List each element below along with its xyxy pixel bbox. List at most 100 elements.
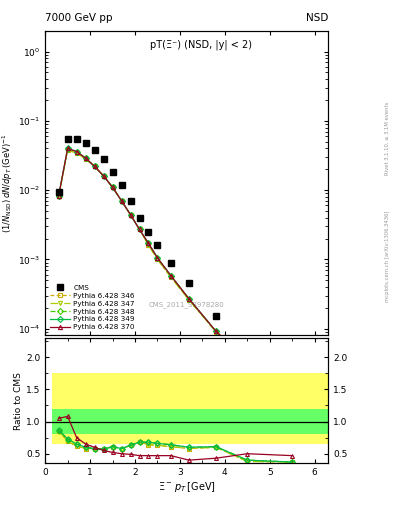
CMS — [110, 169, 115, 176]
Pythia 6.428 370 — [155, 255, 160, 261]
Pythia 6.428 346 — [146, 242, 151, 248]
Pythia 6.428 370 — [213, 328, 218, 334]
Pythia 6.428 349 — [92, 163, 97, 169]
CMS — [169, 260, 173, 266]
CMS — [213, 313, 218, 319]
Pythia 6.428 370 — [119, 198, 124, 204]
Pythia 6.428 346 — [137, 226, 142, 232]
Pythia 6.428 370 — [74, 148, 79, 155]
Pythia 6.428 348 — [92, 163, 97, 169]
Pythia 6.428 346 — [169, 274, 173, 281]
CMS — [137, 215, 142, 221]
Pythia 6.428 346 — [101, 173, 106, 179]
Pythia 6.428 348 — [245, 358, 250, 364]
Pythia 6.428 346 — [83, 156, 88, 162]
Pythia 6.428 349 — [110, 184, 115, 190]
Pythia 6.428 348 — [101, 173, 106, 179]
Pythia 6.428 349 — [128, 212, 133, 218]
Pythia 6.428 347 — [74, 150, 79, 156]
Pythia 6.428 347 — [110, 184, 115, 190]
Pythia 6.428 370 — [146, 240, 151, 246]
Pythia 6.428 346 — [110, 184, 115, 190]
Pythia 6.428 347 — [128, 212, 133, 218]
Pythia 6.428 370 — [187, 296, 191, 302]
Pythia 6.428 349 — [213, 328, 218, 334]
Line: Pythia 6.428 347: Pythia 6.428 347 — [57, 148, 294, 395]
CMS — [119, 182, 124, 188]
Pythia 6.428 346 — [290, 389, 295, 395]
Pythia 6.428 349 — [290, 389, 295, 395]
Pythia 6.428 349 — [155, 255, 160, 261]
CMS — [101, 156, 106, 162]
Text: NSD: NSD — [306, 13, 328, 23]
Line: Pythia 6.428 370: Pythia 6.428 370 — [57, 146, 294, 395]
Text: pT(Ξ⁻) (NSD, |y| < 2): pT(Ξ⁻) (NSD, |y| < 2) — [150, 40, 252, 50]
Pythia 6.428 348 — [65, 146, 70, 152]
Pythia 6.428 349 — [119, 198, 124, 204]
Pythia 6.428 349 — [146, 240, 151, 246]
Pythia 6.428 370 — [128, 212, 133, 218]
Pythia 6.428 370 — [110, 184, 115, 190]
Text: mcplots.cern.ch [arXiv:1306.3436]: mcplots.cern.ch [arXiv:1306.3436] — [385, 210, 390, 302]
Pythia 6.428 347 — [101, 173, 106, 179]
Pythia 6.428 349 — [65, 145, 70, 152]
Pythia 6.428 370 — [56, 193, 61, 199]
Pythia 6.428 349 — [245, 358, 250, 364]
Pythia 6.428 347 — [146, 242, 151, 248]
Pythia 6.428 346 — [155, 257, 160, 263]
Pythia 6.428 348 — [213, 328, 218, 334]
Pythia 6.428 346 — [56, 193, 61, 199]
Pythia 6.428 347 — [213, 329, 218, 335]
CMS — [245, 344, 250, 350]
Pythia 6.428 347 — [83, 156, 88, 162]
Pythia 6.428 370 — [83, 155, 88, 161]
Pythia 6.428 347 — [56, 193, 61, 199]
CMS — [128, 198, 133, 204]
Pythia 6.428 370 — [101, 173, 106, 179]
CMS — [83, 140, 88, 146]
CMS — [290, 374, 295, 380]
Pythia 6.428 346 — [119, 198, 124, 204]
Pythia 6.428 349 — [169, 273, 173, 279]
Line: Pythia 6.428 346: Pythia 6.428 346 — [57, 148, 294, 395]
Pythia 6.428 349 — [187, 296, 191, 302]
Pythia 6.428 348 — [56, 193, 61, 199]
X-axis label: $\Xi^-\,p_T\,[\mathrm{GeV}]$: $\Xi^-\,p_T\,[\mathrm{GeV}]$ — [158, 480, 216, 494]
Pythia 6.428 346 — [128, 212, 133, 218]
CMS — [56, 188, 61, 195]
Pythia 6.428 346 — [187, 297, 191, 303]
Line: CMS: CMS — [55, 136, 296, 380]
Pythia 6.428 347 — [92, 163, 97, 169]
Pythia 6.428 348 — [169, 273, 173, 279]
CMS — [155, 242, 160, 248]
Pythia 6.428 349 — [101, 173, 106, 179]
Pythia 6.428 346 — [92, 163, 97, 169]
Pythia 6.428 346 — [74, 150, 79, 156]
CMS — [74, 136, 79, 142]
Pythia 6.428 348 — [74, 148, 79, 155]
Pythia 6.428 348 — [110, 184, 115, 190]
Legend: CMS, Pythia 6.428 346, Pythia 6.428 347, Pythia 6.428 348, Pythia 6.428 349, Pyt: CMS, Pythia 6.428 346, Pythia 6.428 347,… — [49, 284, 136, 332]
Y-axis label: $(1/N_\mathrm{NSD})\,dN/dp_T\,(\mathrm{GeV})^{-1}$: $(1/N_\mathrm{NSD})\,dN/dp_T\,(\mathrm{G… — [1, 133, 15, 233]
Pythia 6.428 370 — [92, 163, 97, 169]
Pythia 6.428 370 — [137, 226, 142, 232]
Pythia 6.428 348 — [290, 389, 295, 395]
Pythia 6.428 347 — [65, 147, 70, 153]
Pythia 6.428 370 — [290, 389, 295, 395]
Pythia 6.428 349 — [56, 193, 61, 199]
Pythia 6.428 347 — [155, 257, 160, 263]
Line: Pythia 6.428 348: Pythia 6.428 348 — [57, 147, 294, 395]
Text: Rivet 3.1.10, ≥ 3.1M events: Rivet 3.1.10, ≥ 3.1M events — [385, 101, 390, 175]
Line: Pythia 6.428 349: Pythia 6.428 349 — [57, 146, 294, 395]
Pythia 6.428 347 — [119, 198, 124, 204]
Pythia 6.428 349 — [83, 155, 88, 161]
Pythia 6.428 346 — [245, 359, 250, 365]
Text: 7000 GeV pp: 7000 GeV pp — [45, 13, 113, 23]
Pythia 6.428 347 — [187, 297, 191, 303]
Pythia 6.428 370 — [169, 273, 173, 279]
Pythia 6.428 347 — [137, 226, 142, 232]
CMS — [65, 136, 70, 142]
Text: CMS_2011_S8978280: CMS_2011_S8978280 — [149, 302, 224, 308]
Pythia 6.428 348 — [146, 240, 151, 246]
Pythia 6.428 346 — [213, 329, 218, 335]
